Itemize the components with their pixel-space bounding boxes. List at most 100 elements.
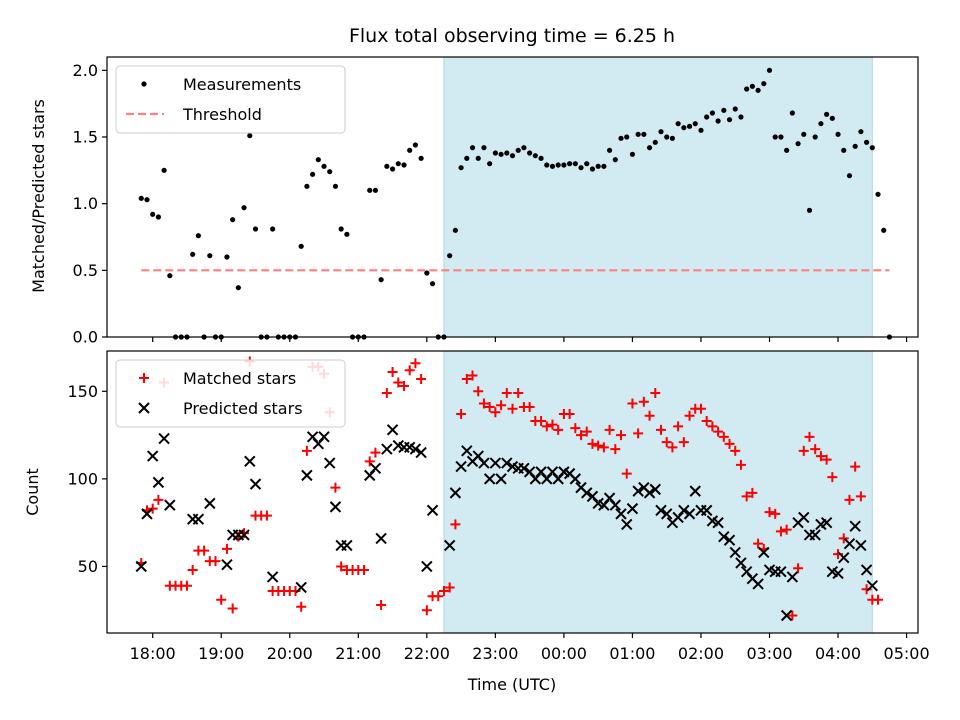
measurement-point	[567, 161, 573, 167]
matched-point	[216, 594, 227, 605]
x-tick-label: 21:00	[335, 644, 381, 663]
measurement-point	[447, 253, 453, 259]
measurement-point	[224, 254, 230, 260]
predicted-point	[843, 537, 856, 550]
measurement-point	[498, 151, 504, 157]
measurement-point	[195, 233, 201, 239]
matched-point	[838, 533, 849, 544]
predicted-point	[249, 478, 262, 490]
predicted-point	[518, 462, 530, 475]
matched-point	[398, 381, 409, 392]
matched-point	[810, 444, 821, 455]
matched-point	[456, 409, 467, 420]
measurement-point	[144, 197, 150, 203]
matched-point	[210, 556, 221, 567]
predicted-point	[729, 546, 741, 559]
predicted-point	[718, 530, 730, 543]
x-tick-label: 19:00	[198, 644, 244, 663]
measurement-point	[772, 134, 778, 140]
matched-point	[496, 400, 507, 411]
ratio-y-tick-label: 1.0	[73, 194, 98, 213]
measurement-point	[818, 121, 824, 127]
matched-point	[667, 442, 678, 453]
matched-point	[576, 430, 587, 441]
matched-point	[713, 426, 724, 437]
measurement-point	[595, 163, 601, 169]
matched-point	[587, 438, 598, 449]
predicted-point	[461, 445, 473, 457]
measurement-point	[824, 111, 830, 117]
count-y-tick-label: 150	[67, 382, 98, 401]
measurement-point	[766, 67, 773, 73]
matched-point	[673, 421, 684, 432]
count-axes-frame	[106, 350, 919, 634]
matched-point	[804, 431, 815, 442]
matched-point	[775, 526, 786, 537]
matched-point	[507, 403, 518, 414]
measurement-point	[424, 270, 430, 276]
x-tick-label: 03:00	[746, 644, 792, 663]
matched-point	[650, 388, 661, 399]
matched-point	[724, 438, 735, 449]
matched-point	[364, 456, 375, 467]
ratio-panel: 0.0 0.5 1.0 1.5 2.0 Measurements Threshold	[73, 56, 919, 347]
matched-point	[547, 419, 558, 430]
measurement-point	[469, 145, 476, 151]
matched-point	[610, 444, 621, 455]
matched-point	[416, 374, 427, 385]
measurement-point	[732, 106, 738, 112]
matched-point	[438, 585, 449, 596]
predicted-point	[192, 513, 205, 525]
matched-point	[301, 445, 312, 456]
measurement-point	[521, 145, 527, 151]
legend-matched-swatch	[139, 373, 149, 383]
predicted-point	[855, 539, 867, 552]
predicted-point	[421, 560, 433, 573]
predicted-point	[832, 567, 844, 580]
predicted-point	[700, 504, 713, 517]
measurement-point	[789, 110, 795, 116]
matched-point	[753, 538, 764, 549]
measurement-point	[452, 227, 458, 233]
measurement-point	[715, 118, 721, 124]
matched-point	[404, 365, 415, 376]
measurement-point	[795, 141, 801, 147]
matched-point	[450, 519, 461, 530]
measurement-point	[252, 226, 259, 232]
measurement-point	[458, 165, 464, 171]
matched-point	[644, 410, 655, 421]
ratio-y-tick-label: 1.5	[73, 128, 98, 147]
measurement-point	[315, 157, 321, 163]
measurement-point	[875, 191, 881, 197]
measurement-point	[744, 86, 750, 92]
matched-point	[633, 428, 644, 439]
predicted-point	[381, 443, 393, 455]
legend-box	[115, 359, 346, 428]
matched-point	[621, 468, 632, 479]
matched-point	[684, 410, 695, 421]
matched-point	[707, 421, 718, 432]
predicted-point	[660, 508, 673, 520]
measurement-point	[235, 285, 241, 291]
matched-point	[490, 407, 501, 418]
matched-point	[513, 388, 524, 399]
measurement-point	[692, 121, 698, 127]
matched-point	[421, 605, 432, 616]
measurement-point	[401, 162, 407, 168]
measurement-point	[601, 163, 607, 169]
matched-point	[747, 487, 758, 498]
matched-point	[393, 377, 404, 388]
measurement-point	[681, 125, 687, 131]
legend-entry-label: Measurements	[183, 75, 301, 94]
measurement-point	[863, 139, 870, 145]
measurement-point	[812, 134, 818, 140]
predicted-point	[501, 457, 513, 469]
measurement-point	[475, 155, 481, 161]
measurement-point	[801, 131, 807, 137]
predicted-point	[786, 571, 799, 583]
measurement-point	[698, 127, 704, 133]
measurement-point	[332, 183, 339, 189]
matched-point	[793, 563, 804, 574]
matched-point	[381, 388, 392, 399]
matched-point	[461, 374, 472, 385]
